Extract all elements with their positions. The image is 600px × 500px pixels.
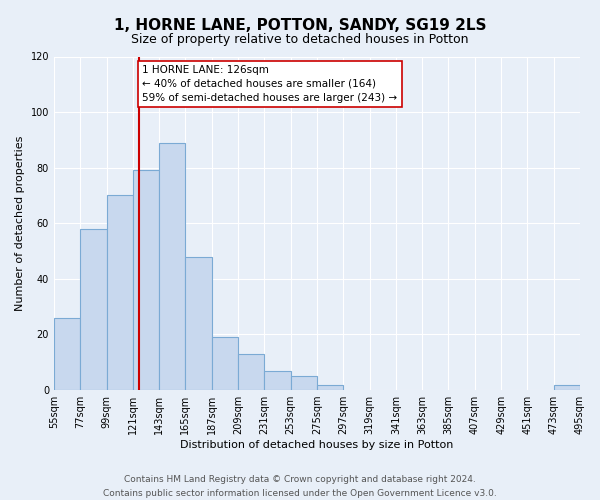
Bar [317,384,343,390]
Text: 1 HORNE LANE: 126sqm
← 40% of detached houses are smaller (164)
59% of semi-deta: 1 HORNE LANE: 126sqm ← 40% of detached h… [142,65,398,103]
Bar [554,384,580,390]
Bar [54,318,80,390]
Bar [238,354,265,390]
Bar [212,338,238,390]
Bar [80,229,107,390]
Bar [265,370,290,390]
Bar [185,256,212,390]
Text: Contains HM Land Registry data © Crown copyright and database right 2024.
Contai: Contains HM Land Registry data © Crown c… [103,476,497,498]
Bar [107,196,133,390]
Text: 1, HORNE LANE, POTTON, SANDY, SG19 2LS: 1, HORNE LANE, POTTON, SANDY, SG19 2LS [114,18,486,32]
Bar [133,170,159,390]
Bar [290,376,317,390]
Text: Size of property relative to detached houses in Potton: Size of property relative to detached ho… [131,32,469,46]
X-axis label: Distribution of detached houses by size in Potton: Distribution of detached houses by size … [180,440,454,450]
Bar [159,142,185,390]
Y-axis label: Number of detached properties: Number of detached properties [15,136,25,311]
